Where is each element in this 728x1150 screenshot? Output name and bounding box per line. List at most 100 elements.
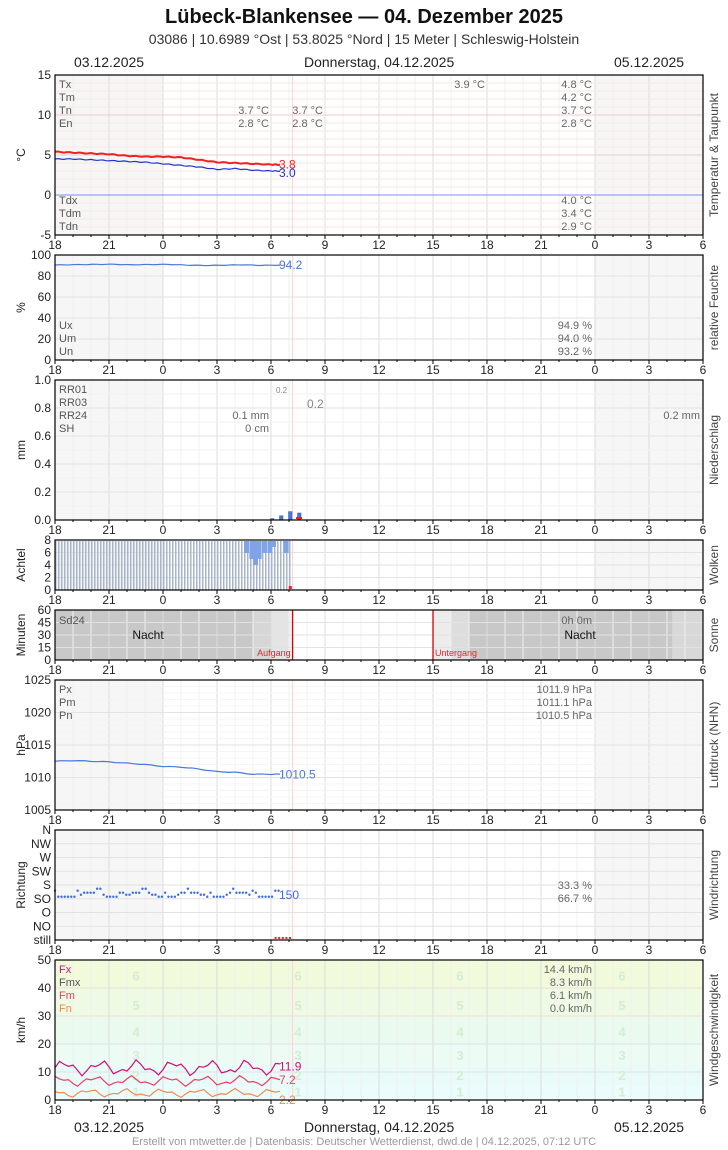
svg-text:4: 4 bbox=[618, 1024, 626, 1039]
svg-text:2: 2 bbox=[132, 1068, 139, 1083]
x-tick: 0 bbox=[592, 663, 599, 677]
y-tick: N bbox=[42, 823, 51, 837]
x-tick: 21 bbox=[534, 238, 548, 252]
y-tick: 5 bbox=[44, 148, 51, 162]
x-tick: 21 bbox=[534, 943, 548, 957]
svg-text:Um: Um bbox=[59, 333, 76, 345]
svg-text:1010.5 hPa: 1010.5 hPa bbox=[536, 710, 593, 722]
svg-text:0.2 mm: 0.2 mm bbox=[663, 410, 700, 422]
y-tick: 20 bbox=[38, 332, 52, 346]
x-tick: 12 bbox=[372, 593, 386, 607]
svg-text:4: 4 bbox=[132, 1024, 140, 1039]
svg-text:8.3 km/h: 8.3 km/h bbox=[550, 977, 592, 989]
x-tick: 18 bbox=[48, 363, 62, 377]
legend-label: Tdn bbox=[59, 221, 78, 233]
svg-text:5: 5 bbox=[618, 998, 625, 1013]
panel-title: Luftdruck (NHN) bbox=[707, 702, 721, 789]
x-tick: 6 bbox=[268, 1103, 275, 1117]
x-tick: 12 bbox=[372, 523, 386, 537]
y-tick: 1020 bbox=[24, 706, 51, 720]
svg-text:Fx: Fx bbox=[59, 964, 72, 976]
y-tick: 0.4 bbox=[34, 457, 51, 471]
svg-text:6: 6 bbox=[294, 968, 301, 983]
svg-text:Fmx: Fmx bbox=[59, 977, 81, 989]
panel-title: relative Feuchte bbox=[707, 264, 721, 350]
x-tick: 6 bbox=[700, 523, 707, 537]
x-tick: 12 bbox=[372, 813, 386, 827]
y-tick: 30 bbox=[38, 628, 52, 642]
y-tick: 40 bbox=[38, 311, 52, 325]
y-tick: -5 bbox=[40, 228, 51, 242]
svg-text:RR24: RR24 bbox=[59, 410, 87, 422]
y-tick: 45 bbox=[38, 616, 52, 630]
y-axis-label: Achtel bbox=[14, 548, 28, 581]
x-tick: 3 bbox=[214, 1103, 221, 1117]
svg-text:Pm: Pm bbox=[59, 697, 76, 709]
y-tick: 15 bbox=[38, 68, 52, 82]
x-tick: 6 bbox=[700, 593, 707, 607]
date-right: 05.12.2025 bbox=[614, 54, 685, 70]
y-tick: SW bbox=[32, 864, 52, 878]
x-tick: 21 bbox=[534, 813, 548, 827]
svg-text:0.2: 0.2 bbox=[276, 386, 288, 395]
x-tick: 15 bbox=[426, 943, 440, 957]
svg-text:Sd24: Sd24 bbox=[59, 615, 85, 627]
y-tick: still bbox=[34, 933, 51, 947]
svg-text:Pn: Pn bbox=[59, 710, 72, 722]
station-title: Lübeck-Blankensee — 04. Dezember 2025 bbox=[165, 6, 563, 28]
y-tick: NO bbox=[33, 919, 51, 933]
y-tick: 0.2 bbox=[34, 485, 51, 499]
svg-text:93.2 %: 93.2 % bbox=[558, 346, 592, 358]
svg-text:1010.5: 1010.5 bbox=[279, 767, 316, 781]
x-tick: 18 bbox=[480, 943, 494, 957]
svg-text:1: 1 bbox=[294, 1085, 301, 1100]
y-axis-label: km/h bbox=[14, 1017, 28, 1043]
x-tick: 21 bbox=[102, 593, 116, 607]
x-tick: 18 bbox=[480, 363, 494, 377]
x-tick: 12 bbox=[372, 663, 386, 677]
y-tick: 100 bbox=[31, 248, 51, 262]
svg-text:6: 6 bbox=[132, 968, 139, 983]
svg-text:1: 1 bbox=[456, 1085, 463, 1100]
x-tick: 18 bbox=[48, 663, 62, 677]
svg-text:Fn: Fn bbox=[59, 1003, 72, 1015]
x-tick: 0 bbox=[160, 238, 167, 252]
chart-wind-speed: 5040302010065432165432165432165432111.97… bbox=[14, 953, 721, 1117]
svg-text:3: 3 bbox=[294, 1048, 301, 1063]
svg-text:3: 3 bbox=[618, 1048, 625, 1063]
x-tick: 18 bbox=[480, 238, 494, 252]
svg-text:SH: SH bbox=[59, 423, 74, 435]
svg-text:2: 2 bbox=[294, 1068, 301, 1083]
y-tick: S bbox=[43, 878, 51, 892]
svg-text:5: 5 bbox=[456, 998, 463, 1013]
y-tick: 8 bbox=[44, 533, 51, 547]
y-tick: 40 bbox=[38, 981, 52, 995]
x-tick: 21 bbox=[102, 943, 116, 957]
dew-last-value: 3.0 bbox=[279, 166, 296, 180]
y-axis-label: mm bbox=[14, 440, 28, 460]
x-tick: 0 bbox=[160, 363, 167, 377]
svg-text:33.3 %: 33.3 % bbox=[558, 880, 592, 892]
svg-text:Px: Px bbox=[59, 684, 72, 696]
svg-text:RR03: RR03 bbox=[59, 397, 87, 409]
panel-title: Windrichtung bbox=[707, 850, 721, 920]
y-tick: 0.0 bbox=[34, 513, 51, 527]
x-tick: 6 bbox=[268, 663, 275, 677]
x-tick: 21 bbox=[534, 663, 548, 677]
x-tick: 3 bbox=[646, 593, 653, 607]
legend-label: Tn bbox=[59, 105, 72, 117]
x-tick: 18 bbox=[48, 1103, 62, 1117]
y-tick: 0 bbox=[44, 583, 51, 597]
legend-label: Tdm bbox=[59, 208, 81, 220]
svg-text:94.9 %: 94.9 % bbox=[558, 320, 592, 332]
x-tick: 6 bbox=[700, 1103, 707, 1117]
y-tick: 0 bbox=[44, 653, 51, 667]
x-tick: 9 bbox=[322, 593, 329, 607]
svg-text:5: 5 bbox=[294, 998, 301, 1013]
svg-text:3.7 °C: 3.7 °C bbox=[238, 105, 269, 117]
x-tick: 6 bbox=[268, 363, 275, 377]
svg-text:150: 150 bbox=[279, 888, 299, 902]
